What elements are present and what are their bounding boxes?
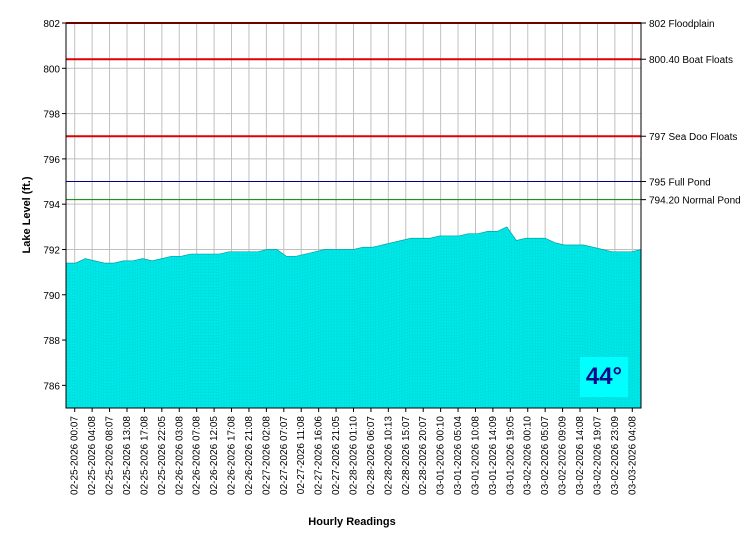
x-tick-label: 03-01-2026 19:05 <box>505 416 516 495</box>
x-tick-label: 03-02-2026 14:08 <box>575 416 586 495</box>
x-tick-label: 02-28-2026 06:07 <box>366 416 377 495</box>
y-tick-label: 800 <box>43 64 60 75</box>
x-tick-label: 03-02-2026 09:09 <box>558 416 569 495</box>
x-tick-label: 03-01-2026 10:08 <box>470 416 481 495</box>
x-tick-label: 02-25-2026 04:08 <box>87 416 98 495</box>
y-axis: 786 788 790 792 794 796 798 800 802 <box>43 19 66 392</box>
x-tick-label: 02-27-2026 07:07 <box>279 416 290 495</box>
level-area <box>65 226 642 409</box>
x-tick-label: 03-01-2026 05:04 <box>453 416 464 495</box>
y-tick-label: 802 <box>43 19 60 30</box>
x-tick-label: 03-02-2026 00:10 <box>523 416 534 495</box>
x-tick-label: 02-28-2026 15:07 <box>401 416 412 495</box>
y-axis-title: Lake Level (ft.) <box>21 176 33 253</box>
x-tick-label: 02-27-2026 21:05 <box>331 416 342 495</box>
x-tick-label: 03-02-2026 19:07 <box>592 416 603 495</box>
reference-label: 800.40 Boat Floats <box>649 55 733 66</box>
reference-label: 797 Sea Doo Floats <box>649 132 737 143</box>
x-tick-label: 03-02-2026 05:07 <box>540 416 551 495</box>
x-tick-label: 02-28-2026 10:13 <box>383 416 394 495</box>
x-tick-label: 02-26-2026 07:08 <box>192 416 203 495</box>
plot-border <box>65 22 642 409</box>
x-tick-label: 02-25-2026 08:07 <box>105 416 116 495</box>
reading-bars <box>66 226 641 408</box>
x-axis: 02-25-2026 00:07 02-25-2026 04:08 02-25-20… <box>70 408 638 495</box>
x-tick-label: 03-01-2026 00:10 <box>436 416 447 495</box>
x-tick-label: 02-25-2026 00:07 <box>70 416 81 495</box>
y-tick-label: 798 <box>43 110 60 121</box>
level-area-fill <box>65 226 642 409</box>
x-tick-label: 02-28-2026 20:07 <box>418 416 429 495</box>
x-tick-label: 02-26-2026 03:08 <box>174 416 185 495</box>
x-tick-label: 02-26-2026 17:08 <box>227 416 238 495</box>
temperature-badge: 44° <box>580 357 628 397</box>
reference-label: 794.20 Normal Pond <box>649 196 741 207</box>
x-tick-label: 02-25-2026 17:08 <box>139 416 150 495</box>
x-tick-label: 02-28-2026 01:10 <box>349 416 360 495</box>
reference-label: 795 Full Pond <box>649 178 711 189</box>
reference-lines: 802 Floodplain 800.40 Boat Floats 797 Sea … <box>66 19 741 207</box>
y-tick-label: 788 <box>43 336 60 347</box>
x-tick-label: 02-25-2026 22:05 <box>157 416 168 495</box>
y-tick-label: 790 <box>43 291 60 302</box>
x-tick-label: 02-27-2026 02:08 <box>261 416 272 495</box>
x-tick-label: 02-26-2026 21:08 <box>244 416 255 495</box>
x-tick-label: 02-27-2026 16:06 <box>314 416 325 495</box>
x-tick-label: 03-01-2026 14:09 <box>488 416 499 495</box>
x-tick-label: 02-26-2026 12:05 <box>209 416 220 495</box>
x-tick-label: 03-02-2026 23:09 <box>610 416 621 495</box>
x-tick-label: 03-03-2026 04:08 <box>627 416 638 495</box>
x-tick-label: 02-27-2026 11:08 <box>296 416 307 495</box>
y-tick-label: 796 <box>43 155 60 166</box>
y-tick-label: 794 <box>43 200 60 211</box>
y-tick-label: 792 <box>43 245 60 256</box>
reference-label: 802 Floodplain <box>649 19 715 30</box>
x-tick-label: 02-25-2026 13:08 <box>122 416 133 495</box>
y-tick-label: 786 <box>43 381 60 392</box>
x-axis-title: Hourly Readings <box>308 516 395 528</box>
